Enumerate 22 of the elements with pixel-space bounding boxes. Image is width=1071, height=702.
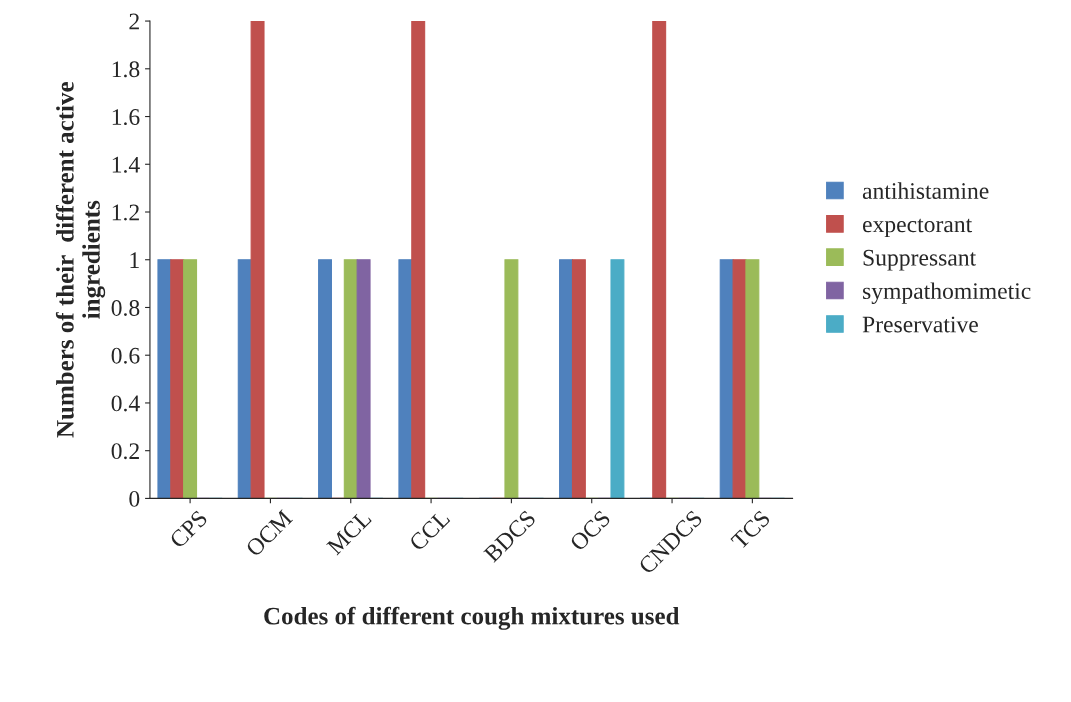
y-tick-label: 1.4: [112, 156, 140, 173]
legend-label: expectorant: [862, 218, 973, 238]
y-tick-label: 0.4: [111, 395, 140, 412]
y-axis-title: Numbers of their different active ingredients: [55, 82, 106, 438]
x-tick-label: TCS: [730, 509, 771, 551]
y-tick-label: 1.8: [112, 61, 140, 78]
legend-label: antihistamine: [862, 182, 989, 199]
legend-label: Preservative: [862, 316, 978, 333]
legend-label: sympathomimetic: [863, 282, 1031, 304]
x-tick-label: CCL: [408, 509, 451, 552]
x-tick-label: CPS: [168, 509, 209, 549]
legend-label: Suppressant: [863, 249, 977, 271]
y-tick-label: 0: [129, 490, 140, 507]
x-tick-label: OCS: [569, 509, 612, 552]
y-tick-label: 0.2: [111, 443, 139, 460]
x-axis-title: Codes of different cough mixtures used: [264, 606, 680, 630]
y-tick-label: 1: [130, 252, 139, 268]
y-tick-label: 1.2: [112, 204, 139, 221]
y-tick-label: 2: [129, 13, 139, 30]
y-tick-label: 1.6: [112, 109, 140, 126]
y-tick-label: 0.6: [111, 347, 140, 364]
y-tick-label: 0.8: [111, 299, 140, 316]
